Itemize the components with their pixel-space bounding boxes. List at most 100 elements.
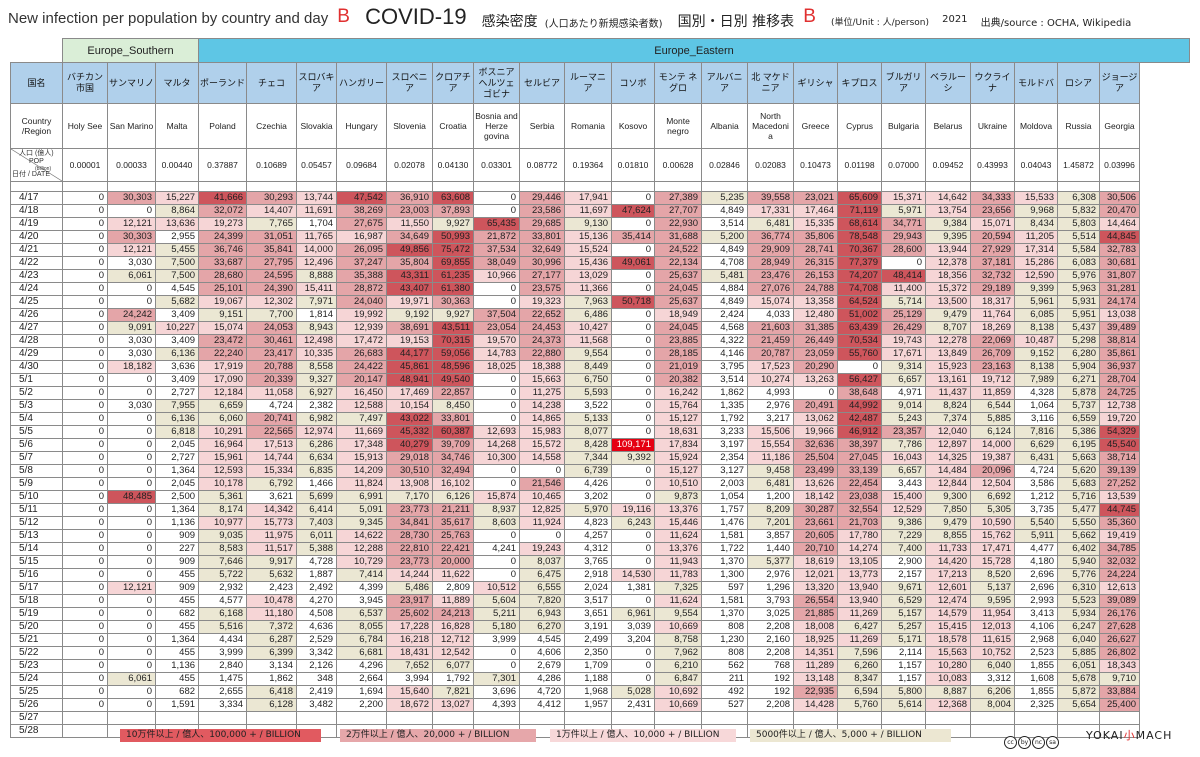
value-cell: 0	[611, 399, 656, 413]
value-cell: 22,421	[432, 542, 475, 556]
value-cell: 0	[62, 516, 108, 530]
infection-table: Europe_Southern Europe_Eastern 国名 バチカン市国 サンマ…	[10, 38, 1190, 738]
value-cell	[62, 724, 108, 738]
value-cell: 25,504	[793, 451, 839, 465]
value-cell: 15,074	[747, 295, 795, 309]
value-cell: 13,908	[386, 477, 434, 491]
value-cell: 49,856	[386, 243, 434, 257]
value-cell: 15,506	[747, 425, 795, 439]
value-cell: 0	[62, 256, 108, 270]
value-cell: 16,987	[336, 230, 388, 244]
country-name-en: Moldova	[1014, 103, 1059, 149]
value-cell: 40,279	[386, 438, 434, 452]
value-cell: 0	[611, 308, 656, 322]
value-cell: 0	[611, 542, 656, 556]
country-name-en: Belarus	[925, 103, 972, 149]
value-cell: 5,516	[198, 620, 248, 634]
title-variant-b: B	[337, 6, 350, 27]
date-row: 4/17 0 30,303 15,227 41,666 30,293 13,744 47,54…	[10, 191, 1190, 205]
corner-diagonal	[11, 149, 62, 181]
value-cell: 5,760	[837, 698, 883, 712]
value-cell: 0	[62, 542, 108, 556]
value-cell: 5,593	[564, 386, 613, 400]
value-cell: 3,636	[154, 360, 200, 374]
value-cell: 20,382	[654, 373, 703, 387]
value-cell: 597	[701, 581, 749, 595]
value-cell: 17,331	[747, 204, 795, 218]
country-name-en: Poland	[198, 103, 248, 149]
value-cell: 10,669	[654, 620, 703, 634]
value-cell: 0	[62, 594, 108, 608]
value-cell: 2,809	[432, 581, 475, 595]
value-cell: 9,873	[654, 490, 703, 504]
value-cell: 23,038	[837, 490, 883, 504]
value-cell: 9,345	[336, 516, 388, 530]
date-row: 4/19 0 12,121 13,636 19,273 7,765 1,704 27,675 1…	[10, 217, 1190, 231]
value-cell: 2,523	[1014, 646, 1059, 660]
value-cell: 21,019	[654, 360, 703, 374]
value-cell: 5,584	[1057, 243, 1101, 257]
title-variant-b-2: B	[803, 6, 816, 27]
value-cell: 0	[881, 256, 927, 270]
value-cell: 5,904	[1057, 360, 1101, 374]
value-cell: 20,339	[246, 373, 298, 387]
value-cell: 45,332	[386, 425, 434, 439]
country-name-jp: モルドバ	[1014, 62, 1059, 104]
value-cell: 50,718	[611, 295, 656, 309]
value-cell: 1,188	[564, 672, 613, 686]
value-cell: 6,051	[1057, 659, 1101, 673]
value-cell: 32,732	[970, 269, 1016, 283]
value-cell: 14,744	[246, 451, 298, 465]
logo-text-b: 小	[1123, 729, 1136, 742]
value-cell: 11,400	[881, 282, 927, 296]
value-cell: 5,961	[1014, 295, 1059, 309]
value-cell: 5,714	[881, 295, 927, 309]
spacer-cell	[1057, 181, 1101, 192]
date-cell: 5/8	[10, 464, 63, 478]
value-cell: 0	[62, 217, 108, 231]
value-cell: 6,681	[336, 646, 388, 660]
value-cell: 7,765	[246, 217, 298, 231]
value-cell: 455	[154, 672, 200, 686]
value-cell: 15,923	[925, 360, 972, 374]
value-cell: 78,548	[837, 230, 883, 244]
value-cell: 18,269	[970, 321, 1016, 335]
value-cell: 5,540	[1014, 516, 1059, 530]
value-cell: 15,286	[1014, 256, 1059, 270]
value-cell: 10,487	[1014, 334, 1059, 348]
value-cell: 59,056	[432, 347, 475, 361]
value-cell: 12,504	[970, 477, 1016, 491]
value-cell: 9,479	[925, 516, 972, 530]
sa-icon: sa	[1046, 736, 1059, 749]
spacer-cell	[62, 181, 108, 192]
value-cell: 15,227	[154, 191, 200, 205]
value-cell: 1,855	[1014, 659, 1059, 673]
value-cell: 1,722	[701, 542, 749, 556]
value-cell: 11,269	[837, 607, 883, 621]
value-cell: 4,568	[701, 321, 749, 335]
value-cell: 2,045	[154, 477, 200, 491]
value-cell: 3,204	[611, 633, 656, 647]
value-cell: 12,712	[432, 633, 475, 647]
value-cell: 22,810	[386, 542, 434, 556]
value-cell: 6,308	[1057, 191, 1101, 205]
value-cell: 455	[154, 646, 200, 660]
value-cell: 11,697	[564, 204, 613, 218]
value-cell: 37,247	[336, 256, 388, 270]
value-cell: 12,121	[107, 581, 156, 595]
value-cell: 17,523	[747, 360, 795, 374]
value-cell: 15,640	[386, 685, 434, 699]
value-cell: 70,534	[837, 334, 883, 348]
value-cell: 2,045	[154, 438, 200, 452]
value-cell: 4,312	[564, 542, 613, 556]
date-cell: 5/25	[10, 685, 63, 699]
value-cell: 18,619	[793, 555, 839, 569]
value-cell: 0	[473, 373, 521, 387]
value-cell: 16,450	[336, 386, 388, 400]
value-cell: 768	[747, 659, 795, 673]
value-cell: 6,270	[519, 620, 566, 634]
population-value: 0.02078	[386, 148, 434, 182]
value-cell: 34,785	[1099, 542, 1141, 556]
country-name-jp: ジョージア	[1099, 62, 1141, 104]
value-cell: 0	[611, 217, 656, 231]
